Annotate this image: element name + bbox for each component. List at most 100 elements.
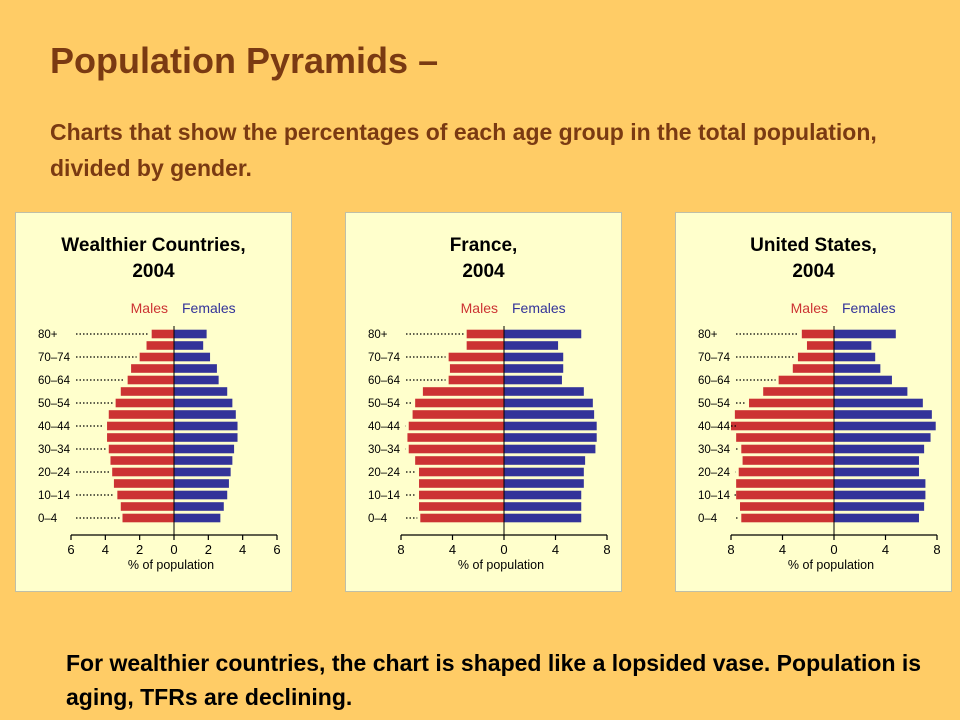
legend-label-females: Females — [182, 300, 236, 316]
male-bar — [763, 387, 834, 396]
female-bar — [834, 490, 926, 500]
legend-label-males: Males — [791, 300, 828, 316]
male-bar — [736, 433, 834, 442]
male-bar — [741, 444, 834, 454]
male-bar — [797, 352, 834, 362]
female-bar — [174, 490, 228, 500]
female-bar — [174, 375, 219, 385]
age-label: 60–64 — [38, 375, 71, 387]
x-tick-label: 2 — [136, 542, 143, 557]
male-bar — [108, 444, 174, 454]
age-label: 70–74 — [38, 352, 71, 364]
male-bar — [108, 410, 174, 419]
male-bar — [778, 375, 834, 385]
female-bar — [174, 410, 236, 419]
age-label: 20–24 — [38, 467, 71, 479]
female-bar — [834, 364, 881, 373]
female-bar — [504, 329, 582, 339]
chart-panel-france: France, 2004 Males Females 80+ 70–74 60–64 50… — [345, 212, 622, 592]
male-bar — [113, 479, 174, 488]
x-axis-label: % of population — [458, 558, 544, 572]
pyramid-chart-wealthier: Males Females80+70–7460–6450–5440–4430–34… — [38, 300, 281, 572]
female-bar — [174, 479, 229, 488]
age-label: 10–14 — [38, 490, 71, 502]
male-bar — [408, 421, 504, 431]
female-bar — [504, 421, 597, 431]
male-bar — [112, 467, 174, 477]
female-bar — [834, 421, 936, 431]
male-bar — [120, 502, 174, 511]
x-tick-label: 6 — [67, 542, 74, 557]
female-bar — [504, 502, 582, 511]
x-tick-label: 2 — [205, 542, 212, 557]
chart-title: France, 2004 — [449, 235, 518, 282]
female-bar — [174, 502, 224, 511]
male-bar — [420, 513, 504, 523]
x-tick-label: 0 — [500, 542, 507, 557]
pyramid-chart-united-states: Males Females80+70–7460–6450–5440–4430–34… — [698, 300, 941, 572]
male-bar — [448, 375, 504, 385]
age-label: 40–44 — [698, 421, 731, 433]
male-bar — [466, 329, 504, 339]
female-bar — [174, 513, 221, 523]
female-bar — [174, 444, 235, 454]
male-bar — [117, 490, 174, 500]
male-bar — [806, 341, 834, 350]
x-tick-label: 0 — [830, 542, 837, 557]
male-bar — [139, 352, 174, 362]
male-bar — [412, 410, 504, 419]
age-label: 40–44 — [38, 421, 71, 433]
male-bar — [734, 410, 834, 419]
male-bar — [419, 479, 504, 488]
age-label: 80+ — [38, 329, 58, 341]
female-bar — [504, 513, 582, 523]
female-bar — [504, 479, 584, 488]
age-label: 60–64 — [698, 375, 731, 387]
female-bar — [834, 467, 919, 477]
female-bar — [174, 329, 207, 339]
male-bar — [131, 364, 174, 373]
male-bar — [115, 398, 174, 408]
female-bar — [834, 410, 932, 419]
male-bar — [419, 502, 504, 511]
age-label: 50–54 — [38, 398, 71, 410]
x-tick-label: 4 — [102, 542, 109, 557]
female-bar — [174, 341, 204, 350]
male-bar — [415, 398, 504, 408]
x-tick-label: 8 — [933, 542, 940, 557]
age-label: 50–54 — [368, 398, 401, 410]
female-bar — [504, 456, 586, 465]
male-bar — [742, 456, 834, 465]
female-bar — [834, 479, 926, 488]
female-bar — [174, 467, 231, 477]
age-label: 30–34 — [38, 444, 71, 456]
x-axis-label: % of population — [788, 558, 874, 572]
female-bar — [174, 352, 211, 362]
male-bar — [407, 433, 504, 442]
male-bar — [151, 329, 174, 339]
male-bar — [466, 341, 504, 350]
age-label: 0–4 — [698, 513, 718, 525]
male-bar — [127, 375, 174, 385]
x-tick-label: 4 — [882, 542, 889, 557]
female-bar — [504, 375, 562, 385]
male-bar — [749, 398, 834, 408]
female-bar — [504, 433, 597, 442]
female-bar — [834, 433, 931, 442]
male-bar — [107, 421, 174, 431]
female-bar — [504, 398, 593, 408]
male-bar — [736, 479, 834, 488]
legend-label-females: Females — [512, 300, 566, 316]
female-bar — [834, 329, 896, 339]
x-tick-label: 0 — [170, 542, 177, 557]
male-bar — [738, 467, 834, 477]
female-bar — [174, 398, 233, 408]
male-bar — [408, 444, 504, 454]
age-label: 70–74 — [698, 352, 731, 364]
age-label: 80+ — [698, 329, 718, 341]
age-label: 20–24 — [368, 467, 401, 479]
male-bar — [741, 513, 834, 523]
male-bar — [731, 421, 834, 431]
female-bar — [504, 352, 564, 362]
age-label: 70–74 — [368, 352, 401, 364]
